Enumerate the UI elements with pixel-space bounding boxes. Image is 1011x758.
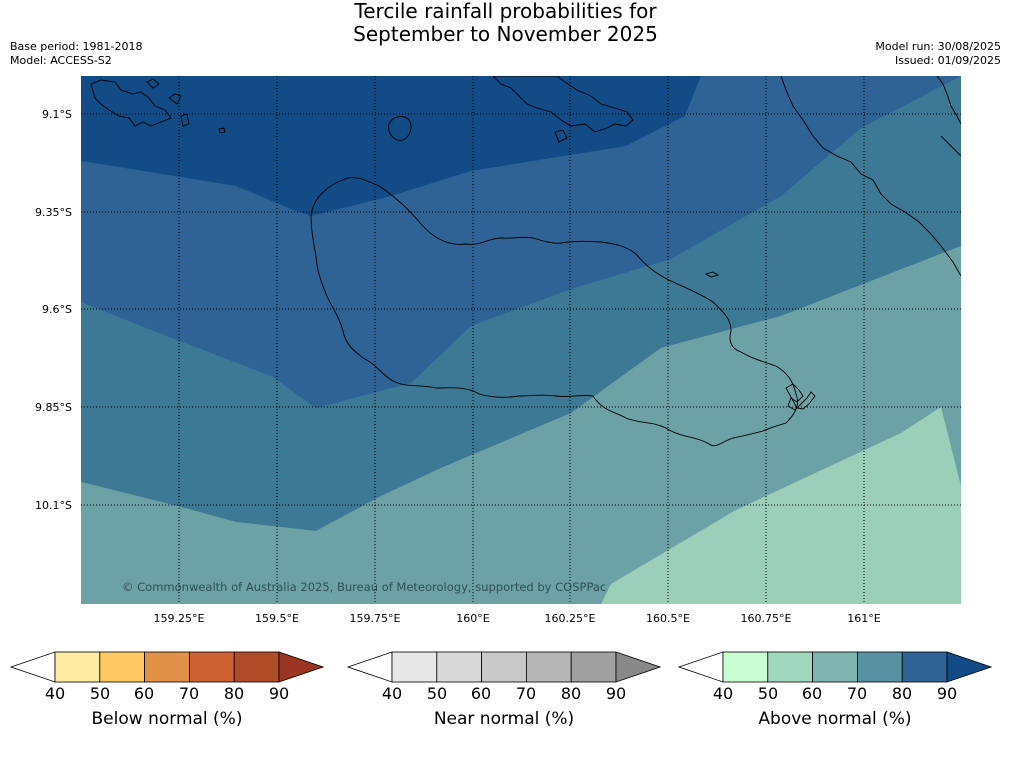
lat-label: 9.1°S <box>42 108 72 121</box>
colorbar-near <box>347 651 661 683</box>
zone-dark-east <box>685 76 961 136</box>
tick-label: 40 <box>712 684 734 703</box>
colorbar-box <box>233 651 280 683</box>
tick-label: 90 <box>605 684 627 703</box>
base-period: Base period: 1981-2018 <box>10 40 143 53</box>
lon-label: 161°E <box>847 612 881 625</box>
lon-label: 159.25°E <box>153 612 205 625</box>
colorbar-below <box>10 651 324 683</box>
tick-label: 50 <box>426 684 448 703</box>
tick-label: 40 <box>381 684 403 703</box>
coastline <box>940 135 961 157</box>
model-info: Base period: 1981-2018 Model: ACCESS-S2 <box>10 40 142 68</box>
tick-label: 70 <box>178 684 200 703</box>
colorbar-box <box>525 651 572 683</box>
issued-date: Issued: 01/09/2025 <box>894 54 1001 67</box>
coastline <box>936 76 961 125</box>
colorbar-box <box>99 651 146 683</box>
coastline <box>554 129 568 143</box>
coastline <box>780 76 961 277</box>
tick-label: 80 <box>891 684 913 703</box>
tick-label: 70 <box>515 684 537 703</box>
colorbar-box <box>722 651 769 683</box>
tick-label: 80 <box>223 684 245 703</box>
colorbar-box <box>856 651 903 683</box>
tick-label: 60 <box>133 684 155 703</box>
colorbar-box <box>188 651 235 683</box>
colorbar-label: Above normal (%) <box>758 709 912 729</box>
colorbar-extend-low <box>347 651 393 683</box>
colorbar-box <box>481 651 527 683</box>
tick-label: 50 <box>89 684 111 703</box>
colorbar-extend-low <box>678 651 724 683</box>
coastline <box>90 79 172 127</box>
colorbar-box <box>901 651 948 683</box>
colorbar-box <box>570 651 617 683</box>
model-name: Model: ACCESS-S2 <box>10 54 112 67</box>
colorbar-box <box>54 651 101 683</box>
coastline <box>168 93 182 105</box>
lat-label: 9.85°S <box>35 401 72 414</box>
lon-label: 160.25°E <box>544 612 596 625</box>
coastline <box>310 177 798 447</box>
coastline <box>218 127 226 134</box>
colorbar-box <box>391 651 438 683</box>
map-title: Tercile rainfall probabilities for Septe… <box>0 0 1011 46</box>
coastline <box>180 113 190 127</box>
probability-map[interactable] <box>81 76 961 604</box>
lon-label: 159.75°E <box>349 612 401 625</box>
tick-label: 60 <box>801 684 823 703</box>
tick-label: 90 <box>268 684 290 703</box>
lon-label: 160.5°E <box>646 612 690 625</box>
lon-label: 160.75°E <box>740 612 792 625</box>
title-line-1: Tercile rainfall probabilities for <box>354 0 657 23</box>
tick-label: 60 <box>470 684 492 703</box>
run-info: Model run: 30/08/2025 Issued: 01/09/2025 <box>875 40 1001 68</box>
colorbar-extend-high <box>278 651 324 683</box>
colorbar-box <box>436 651 483 683</box>
colorbar-extend-high <box>615 651 661 683</box>
tick-label: 70 <box>846 684 868 703</box>
lon-label: 159.5°E <box>255 612 299 625</box>
colorbar-box <box>812 651 858 683</box>
coastline <box>704 271 720 278</box>
lat-label: 10.1°S <box>35 499 72 512</box>
title-line-2: September to November 2025 <box>353 22 658 46</box>
lon-label: 160°E <box>456 612 490 625</box>
colorbar-above <box>678 651 992 683</box>
colorbar-label: Below normal (%) <box>91 709 243 729</box>
colorbar-label: Near normal (%) <box>433 709 575 729</box>
tick-label: 40 <box>44 684 66 703</box>
coastline <box>388 116 412 141</box>
tick-label: 50 <box>757 684 779 703</box>
colorbar-box <box>767 651 814 683</box>
gridlines <box>81 76 961 604</box>
colorbar-extend-high <box>946 651 992 683</box>
model-run: Model run: 30/08/2025 <box>875 40 1001 53</box>
zone-light <box>81 76 961 604</box>
copyright-notice: © Commonwealth of Australia 2025, Bureau… <box>122 580 607 594</box>
tick-label: 90 <box>936 684 958 703</box>
colorbar-extend-low <box>10 651 56 683</box>
lat-label: 9.35°S <box>35 206 72 219</box>
tick-label: 80 <box>560 684 582 703</box>
coastline <box>492 76 634 133</box>
colorbar-box <box>144 651 190 683</box>
coastline <box>146 78 160 89</box>
lat-label: 9.6°S <box>42 303 72 316</box>
